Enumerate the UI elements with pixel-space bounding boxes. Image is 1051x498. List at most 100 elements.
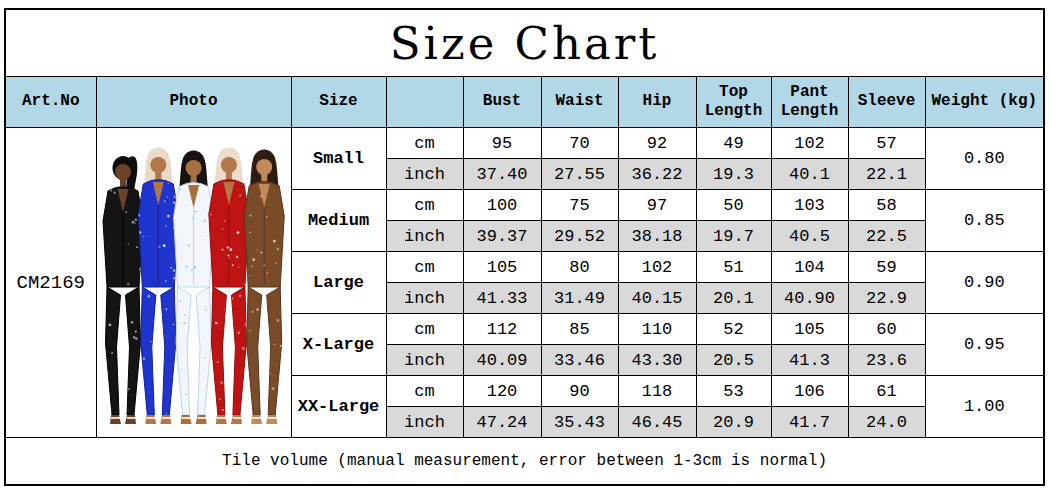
cell-sleeve-cm: 60 [848,314,925,345]
cell-waist-inch: 35.43 [541,407,618,438]
weight-value: 0.95 [925,314,1044,376]
cell-sleeve-inch: 22.5 [848,221,925,252]
cell-top-cm: 49 [696,128,771,159]
unit-label: inch [386,159,463,190]
col-header-pant-length: Pant Length [771,77,848,128]
cell-pant-inch: 40.90 [771,283,848,314]
cell-top-inch: 20.9 [696,407,771,438]
unit-label: inch [386,283,463,314]
col-header-bust: Bust [463,77,541,128]
cell-waist-cm: 70 [541,128,618,159]
cell-top-inch: 20.5 [696,345,771,376]
cell-top-cm: 50 [696,190,771,221]
cell-pant-inch: 40.1 [771,159,848,190]
cell-waist-inch: 31.49 [541,283,618,314]
cell-waist-cm: 90 [541,376,618,407]
cell-hip-inch: 36.22 [618,159,696,190]
cell-pant-cm: 105 [771,314,848,345]
cell-waist-cm: 75 [541,190,618,221]
footer-row: Tile volume (manual measurement, error b… [5,438,1044,486]
col-header-weight: Weight (kg) [925,77,1044,128]
col-header-artno: Art.No [5,77,96,128]
cell-pant-cm: 104 [771,252,848,283]
cell-waist-inch: 29.52 [541,221,618,252]
cell-top-inch: 19.7 [696,221,771,252]
cell-bust-cm: 100 [463,190,541,221]
cell-sleeve-inch: 24.0 [848,407,925,438]
header-row: Art.No Photo Size Bust Waist Hip Top Len… [5,77,1044,128]
model-figure-white-sequin-tracksuit [172,150,213,424]
cell-pant-inch: 41.3 [771,345,848,376]
cell-bust-cm: 120 [463,376,541,407]
cell-pant-cm: 103 [771,190,848,221]
weight-value: 0.80 [925,128,1044,190]
cell-waist-cm: 85 [541,314,618,345]
size-chart-table: Size Chart Art.No Photo Size Bust Waist … [4,8,1045,486]
size-chart-page: Size Chart Art.No Photo Size Bust Waist … [0,0,1051,498]
unit-label: cm [386,314,463,345]
cell-pant-inch: 41.7 [771,407,848,438]
model-figure-red-sequin-tracksuit [208,147,249,424]
cell-waist-inch: 27.55 [541,159,618,190]
art-no-value: CM2169 [5,128,96,438]
weight-value: 0.85 [925,190,1044,252]
cell-top-inch: 19.3 [696,159,771,190]
weight-value: 1.00 [925,376,1044,438]
cell-bust-inch: 37.40 [463,159,541,190]
title-row: Size Chart [5,9,1044,77]
size-label: X-Large [291,314,386,376]
product-photo [96,128,291,438]
cell-hip-cm: 118 [618,376,696,407]
measurement-note: Tile volume (manual measurement, error b… [5,438,1044,486]
cell-hip-cm: 102 [618,252,696,283]
cell-waist-inch: 33.46 [541,345,618,376]
unit-label: cm [386,376,463,407]
cell-top-cm: 53 [696,376,771,407]
cell-bust-inch: 47.24 [463,407,541,438]
cell-hip-inch: 43.30 [618,345,696,376]
cell-top-cm: 51 [696,252,771,283]
unit-label: cm [386,128,463,159]
weight-value: 0.90 [925,252,1044,314]
cell-hip-cm: 97 [618,190,696,221]
unit-label: inch [386,221,463,252]
size-label: Large [291,252,386,314]
cell-sleeve-cm: 59 [848,252,925,283]
cell-sleeve-inch: 23.6 [848,345,925,376]
cell-hip-inch: 46.45 [618,407,696,438]
cell-pant-cm: 106 [771,376,848,407]
cell-hip-inch: 38.18 [618,221,696,252]
col-header-unit [386,77,463,128]
cell-bust-inch: 40.09 [463,345,541,376]
cell-sleeve-cm: 58 [848,190,925,221]
model-figure-bronze-sequin-tracksuit [244,149,284,424]
cell-hip-cm: 110 [618,314,696,345]
col-header-top-length: Top Length [696,77,771,128]
cell-sleeve-cm: 61 [848,376,925,407]
model-figure-blue-sequin-tracksuit [137,147,178,424]
cell-pant-cm: 102 [771,128,848,159]
unit-label: cm [386,190,463,221]
cell-sleeve-inch: 22.1 [848,159,925,190]
cell-sleeve-inch: 22.9 [848,283,925,314]
cell-hip-cm: 92 [618,128,696,159]
cell-pant-inch: 40.5 [771,221,848,252]
cell-sleeve-cm: 57 [848,128,925,159]
cell-bust-cm: 105 [463,252,541,283]
unit-label: inch [386,345,463,376]
size-label: Small [291,128,386,190]
model-figure-black-sequin-tracksuit [103,156,143,424]
col-header-sleeve: Sleeve [848,77,925,128]
product-photo-svg [97,129,290,437]
unit-label: cm [386,252,463,283]
cell-hip-inch: 40.15 [618,283,696,314]
size-label: XX-Large [291,376,386,438]
col-header-waist: Waist [541,77,618,128]
cell-top-cm: 52 [696,314,771,345]
cell-bust-cm: 112 [463,314,541,345]
size-label: Medium [291,190,386,252]
row-small-cm: CM2169 Small cm 95 70 92 49 102 57 0.80 [5,128,1044,159]
cell-waist-cm: 80 [541,252,618,283]
page-title: Size Chart [5,9,1044,77]
col-header-photo: Photo [96,77,291,128]
